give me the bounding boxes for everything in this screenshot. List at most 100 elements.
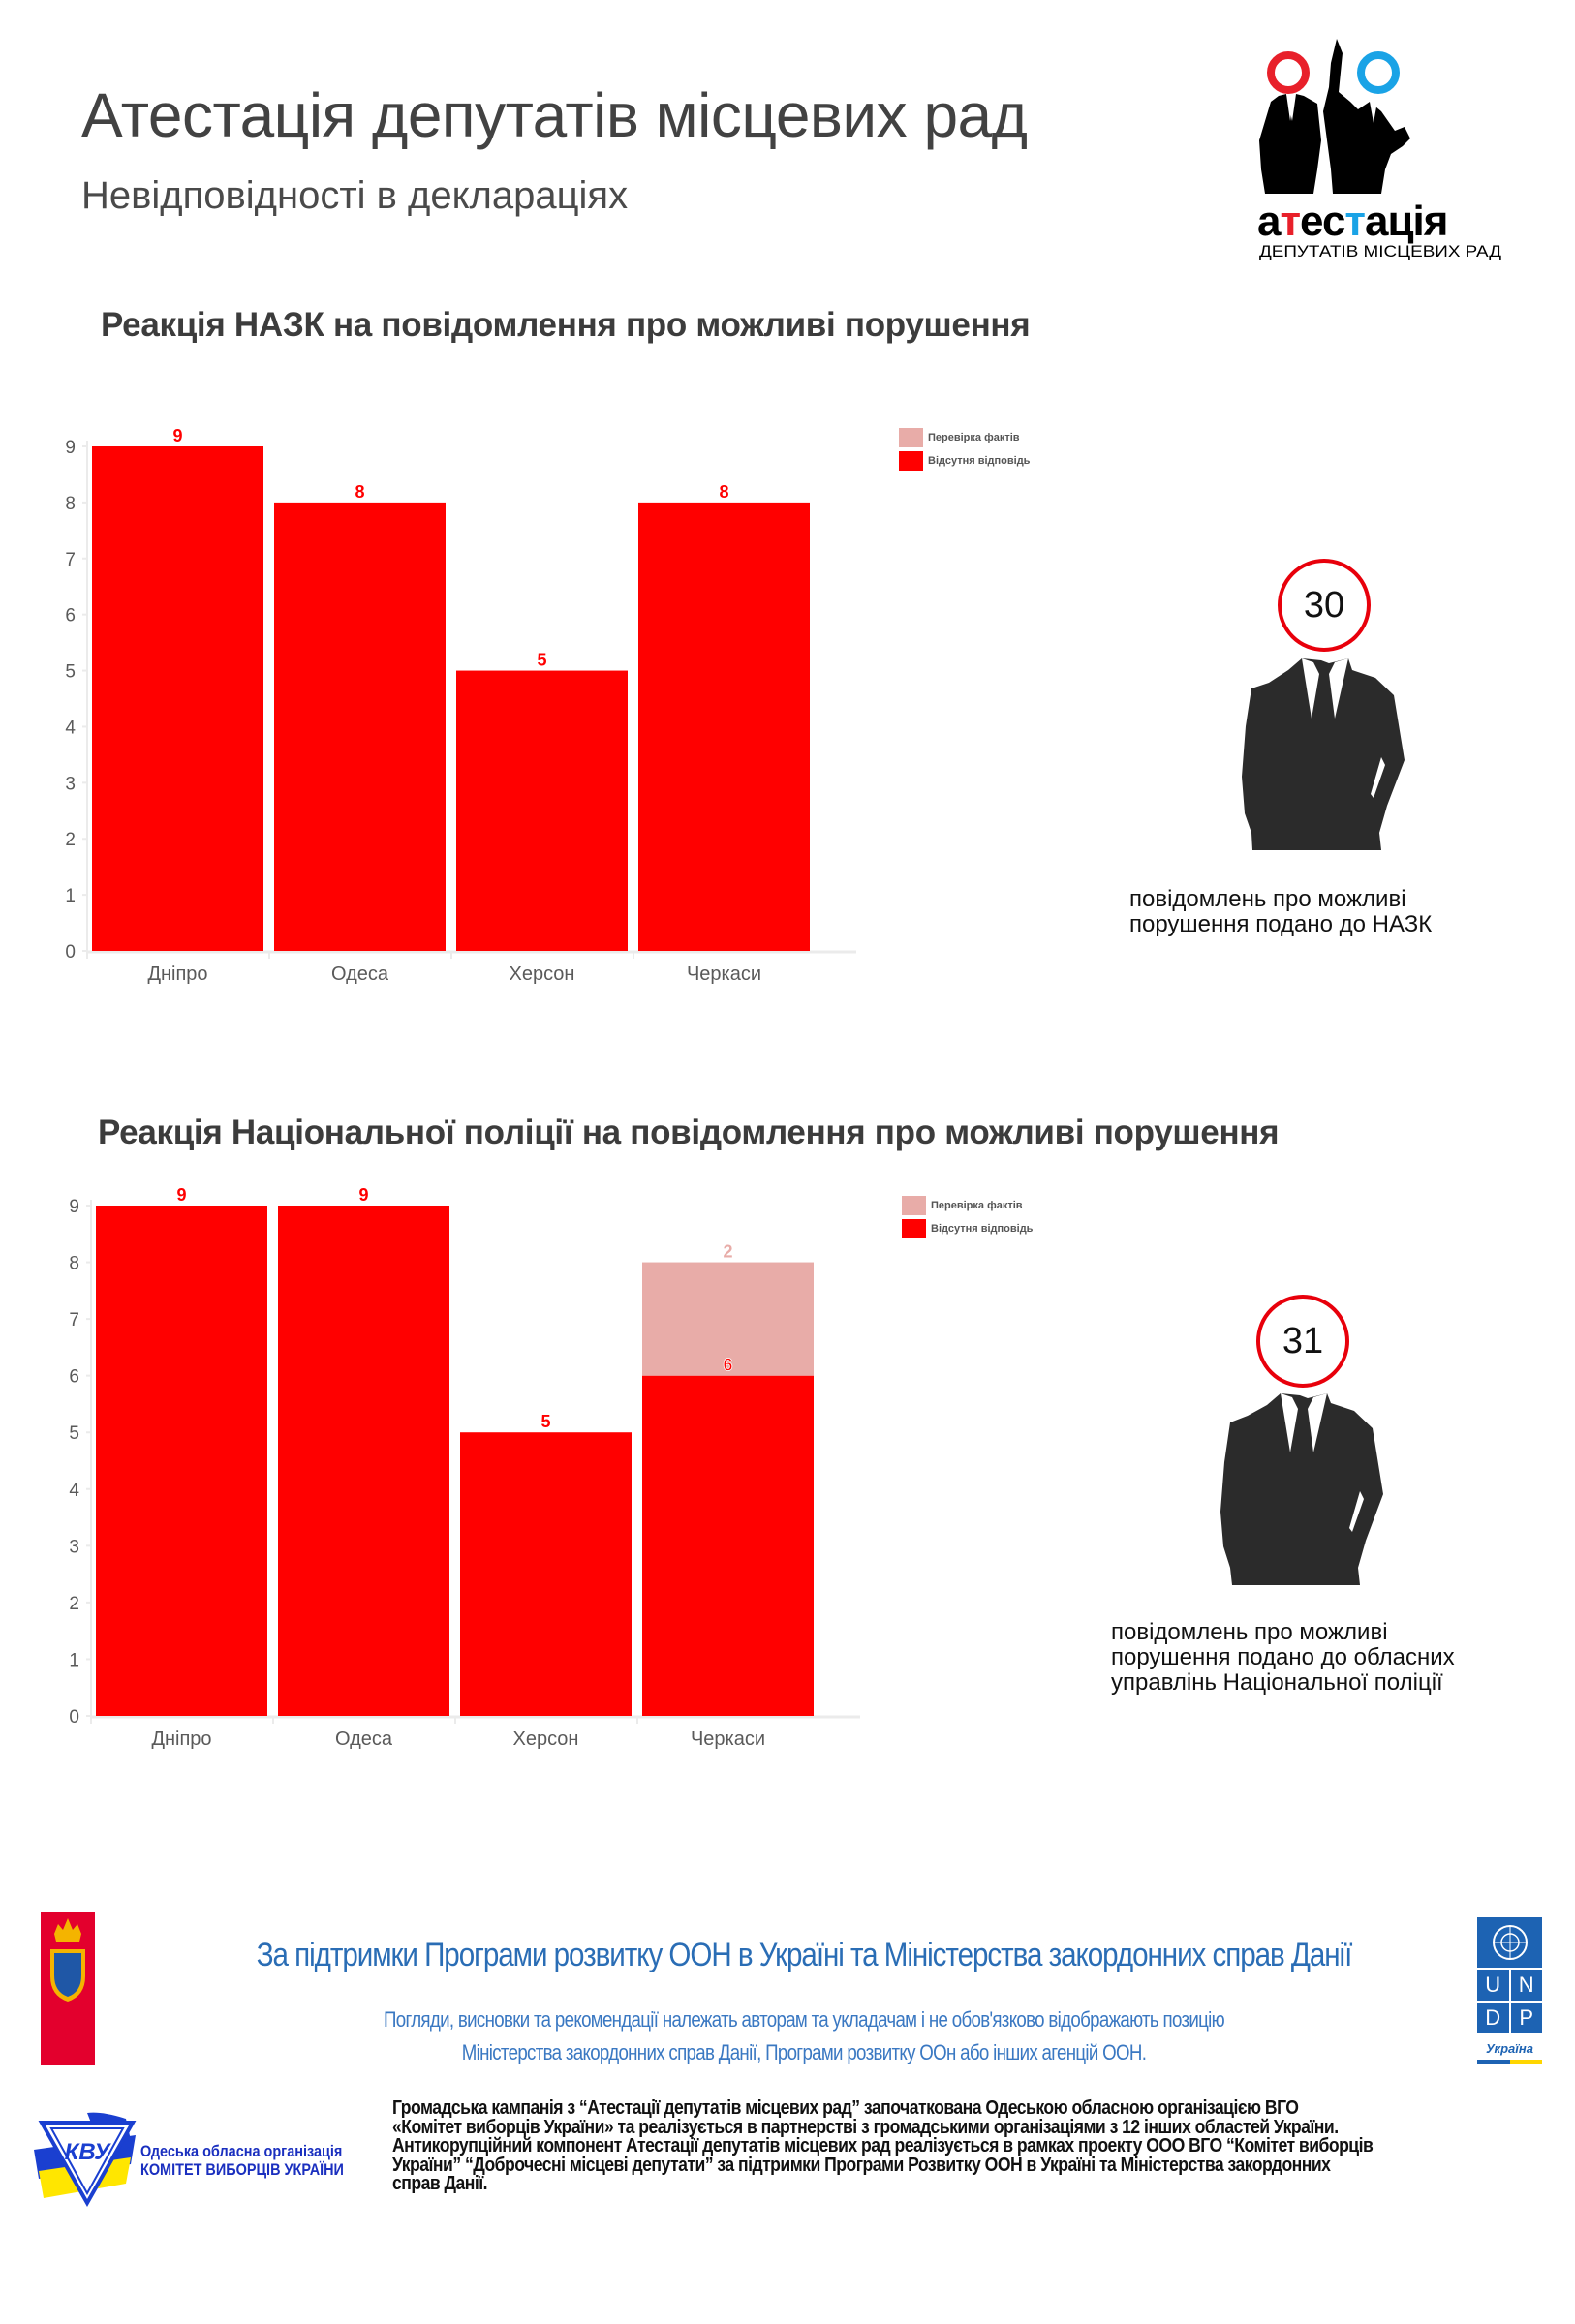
legend-label: Перевірка фактів <box>928 432 1020 443</box>
data-label: 9 <box>358 1185 368 1205</box>
disclaimer-line-1: Погляди, висновки та рекомендації належа… <box>383 2007 1225 2032</box>
count-badge: 30 <box>1278 559 1371 652</box>
legend-item-no-response: Відсутня відповідь <box>902 1217 1033 1240</box>
un-emblem-icon <box>1477 1917 1542 1968</box>
y-tick-label: 5 <box>69 1423 79 1444</box>
pictogram-caption: повідомлень про можливі порушення подано… <box>1129 887 1432 937</box>
y-tick-label: 0 <box>69 1707 79 1728</box>
campaign-description: Громадська кампанія з “Атестації депутат… <box>392 2098 1543 2194</box>
chart1-title: Реакція НАЗК на повідомлення про можливі… <box>101 306 1031 344</box>
y-tick-label: 9 <box>69 1197 79 1217</box>
bar-no-response <box>456 670 628 951</box>
data-label: 5 <box>540 1412 550 1431</box>
y-tick-label: 1 <box>65 886 76 906</box>
y-tick-label: 9 <box>65 438 76 458</box>
caption-line: порушення подано до обласних <box>1111 1644 1455 1670</box>
legend-item-no-response: Відсутня відповідь <box>899 449 1030 473</box>
chart2-police: 0 1 2 3 4 5 6 7 8 9 9 Дніпро 9 Одеса 5 Херсон 6 2 Черкаси <box>69 1185 860 1750</box>
svg-text:атестація: атестація <box>1257 198 1447 245</box>
data-label: 8 <box>355 482 364 502</box>
y-tick-label: 7 <box>69 1310 79 1330</box>
cvu-logo: КВУ <box>34 2111 140 2208</box>
y-tick-label: 7 <box>65 550 76 570</box>
data-label: 5 <box>537 651 546 670</box>
legend-swatch-fact-check <box>899 428 923 447</box>
x-tick-label: Одеса <box>331 963 389 985</box>
legend-swatch-no-response <box>902 1219 926 1238</box>
attestation-logo: атестація ДЕПУТАТІВ МІСЦЕВИХ РАД <box>1250 34 1511 261</box>
data-label: 6 <box>723 1356 732 1375</box>
bar-no-response <box>638 502 810 951</box>
chart2-title: Реакція Національної поліції на повідомл… <box>98 1114 1280 1151</box>
page-title: Атестація депутатів місцевих рад <box>81 80 1028 150</box>
logo-tagline: ДЕПУТАТІВ МІСЦЕВИХ РАД <box>1259 242 1502 260</box>
cvu-triangle-icon: КВУ <box>34 2112 137 2208</box>
bar-fact-check <box>642 1262 814 1376</box>
support-statement: За підтримки Програми розвитку ООН в Укр… <box>256 1937 1353 1973</box>
page-subtitle: Невідповідності в деклараціях <box>81 174 629 217</box>
y-tick-label: 4 <box>65 718 76 738</box>
x-tick-label: Черкаси <box>691 1728 765 1750</box>
y-tick-label: 3 <box>69 1537 79 1557</box>
undp-letter: P <box>1510 2003 1542 2034</box>
cvu-committee-name: КОМІТЕТ ВИБОРЦІВ УКРАЇНИ <box>140 2160 344 2179</box>
y-tick-label: 2 <box>69 1594 79 1614</box>
y-tick-label: 8 <box>69 1254 79 1274</box>
pictogram-caption: повідомлень про можливі порушення подано… <box>1111 1620 1455 1696</box>
data-label: 8 <box>719 482 728 502</box>
data-label: 9 <box>176 1185 186 1205</box>
undp-letter: N <box>1510 1970 1542 2001</box>
x-tick-label: Черкаси <box>687 963 761 985</box>
danish-coat-of-arms-icon <box>50 1918 85 2002</box>
person-suit-icon <box>1220 1393 1383 1585</box>
caption-line: порушення подано до НАЗК <box>1129 911 1433 937</box>
pictogram-police: 31 повідомлень про можливі порушення под… <box>1095 1293 1530 1699</box>
disclaimer-line-2: Міністерства закордонних справ Данії, Пр… <box>461 2040 1147 2064</box>
bar-no-response <box>96 1206 267 1716</box>
x-tick-label: Дніпро <box>151 1728 211 1750</box>
y-tick-label: 1 <box>69 1650 79 1670</box>
caption-line: повідомлень про можливі <box>1129 886 1406 912</box>
suits-logo-icon: атестація ДЕПУТАТІВ МІСЦЕВИХ РАД <box>1257 39 1502 260</box>
paragraph-line: «Комітет виборців України» та реалізуєть… <box>392 2116 1339 2138</box>
legend-item-fact-check: Перевірка фактів <box>902 1194 1033 1217</box>
y-tick-label: 6 <box>65 606 76 627</box>
legend-swatch-no-response <box>899 451 923 471</box>
y-tick-label: 6 <box>69 1367 79 1388</box>
paragraph-line: Антикорупційний компонент Атестації депу… <box>392 2135 1374 2156</box>
caption-line: повідомлень про можливі <box>1111 1619 1388 1645</box>
bar-no-response <box>460 1432 632 1716</box>
chart1-nazk: 0 1 2 3 4 5 6 7 8 9 9 Дніпро 8 Одеса 5 Херсон 8 Черкаси <box>65 426 856 985</box>
caption-line: управлінь Національної поліції <box>1111 1669 1443 1696</box>
legend-label: Відсутня відповідь <box>928 455 1031 467</box>
pictogram-nazk: 30 повідомлень про можливі порушення под… <box>1114 552 1521 939</box>
cvu-org-name: Одеська обласна організація <box>140 2142 343 2160</box>
y-tick-label: 3 <box>65 774 76 794</box>
cvu-logo-text: КВУ <box>65 2139 112 2165</box>
legend-label: Відсутня відповідь <box>931 1223 1034 1235</box>
bar-no-response <box>274 502 446 951</box>
paragraph-line: справ Данії. <box>392 2173 488 2194</box>
count-badge: 31 <box>1256 1295 1349 1388</box>
undp-letter: D <box>1477 2003 1509 2034</box>
legend-item-fact-check: Перевірка фактів <box>899 426 1030 449</box>
denmark-emblem <box>41 1912 95 2065</box>
legend-label: Перевірка фактів <box>931 1200 1023 1211</box>
legend-swatch-fact-check <box>902 1196 926 1215</box>
x-tick-label: Одеса <box>335 1728 393 1750</box>
chart2-legend: Перевірка фактів Відсутня відповідь <box>902 1194 1033 1240</box>
undp-country: Україна <box>1486 2041 1533 2056</box>
undp-logo: U N D P Україна <box>1477 1917 1542 2064</box>
x-tick-label: Херсон <box>510 963 575 985</box>
y-tick-label: 8 <box>65 494 76 514</box>
undp-letter: U <box>1477 1970 1509 2001</box>
data-label: 2 <box>723 1242 732 1262</box>
paragraph-line: України” “Доброчесні місцеві депутати” з… <box>392 2154 1331 2176</box>
chart1-legend: Перевірка фактів Відсутня відповідь <box>899 426 1030 473</box>
y-tick-label: 5 <box>65 662 76 683</box>
y-tick-label: 4 <box>69 1481 79 1501</box>
bar-no-response <box>92 446 263 951</box>
x-tick-label: Херсон <box>513 1728 579 1750</box>
x-tick-label: Дніпро <box>147 963 207 985</box>
bar-no-response <box>642 1375 814 1716</box>
